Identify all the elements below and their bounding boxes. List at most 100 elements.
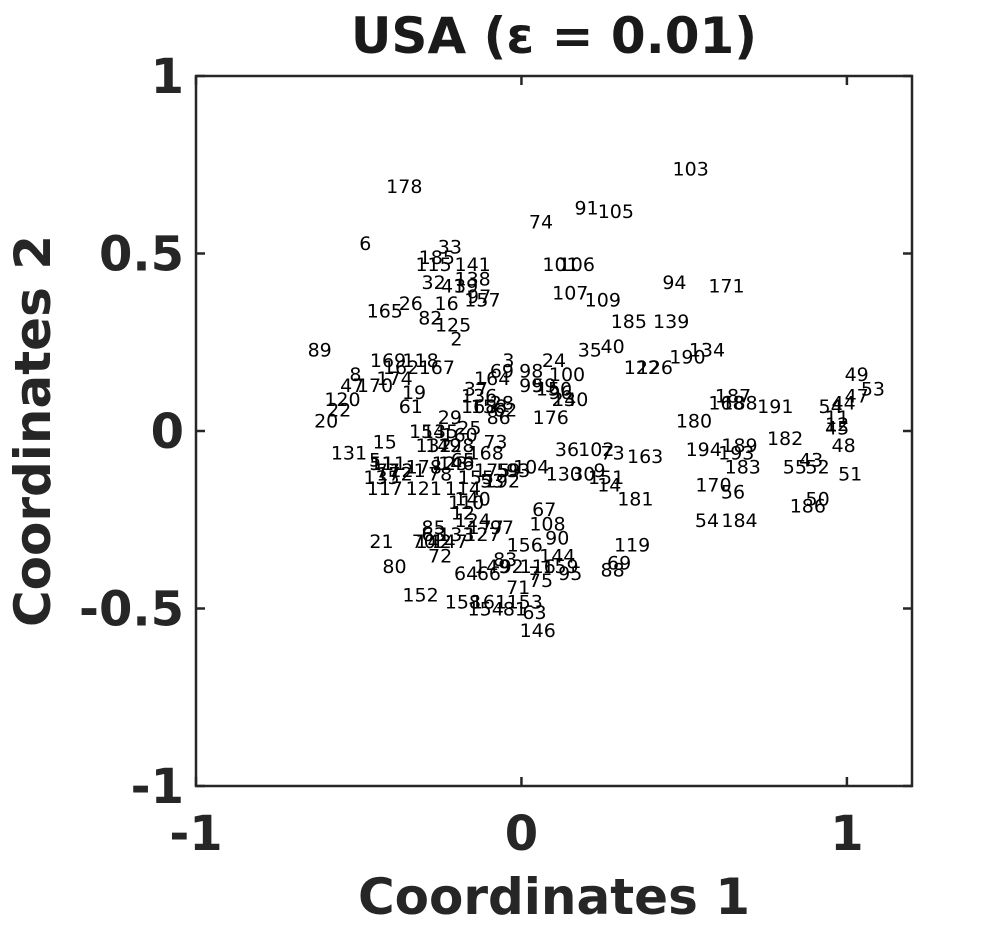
data-point-label: 176 [533, 407, 569, 429]
data-point-label: 158 [445, 591, 481, 613]
data-point-label: 2 [450, 329, 462, 351]
data-point-label: 105 [598, 201, 634, 223]
data-point-label: 138 [455, 268, 491, 290]
data-point-label: 69 [490, 361, 514, 383]
data-point-label: 59 [532, 375, 556, 397]
data-point-label: 147 [432, 531, 468, 553]
data-point-label: 130 [546, 464, 582, 486]
data-point-label: 168 [461, 396, 497, 418]
data-point-label: 185 [611, 311, 647, 333]
data-point-label: 43 [799, 449, 823, 471]
data-point-label: 190 [669, 346, 705, 368]
y-tick-label: 0.5 [99, 227, 184, 283]
data-point-label: 25 [457, 417, 481, 439]
data-point-label: 62 [493, 400, 517, 422]
x-axis-label: Coordinates 1 [358, 868, 750, 926]
x-tick-label: 1 [830, 806, 863, 862]
data-point-label: 77 [376, 460, 400, 482]
data-point-label: 140 [552, 389, 588, 411]
data-point-label: 149 [474, 556, 510, 578]
x-tick-label: -1 [169, 806, 222, 862]
data-point-label: 108 [529, 513, 565, 535]
data-point-label: 151 [588, 467, 624, 489]
data-point-label: 178 [386, 176, 422, 198]
data-point-label: 30 [571, 464, 595, 486]
data-point-label: 54 [819, 396, 843, 418]
data-point-label: 123 [432, 453, 468, 475]
data-point-label: 96 [548, 382, 572, 404]
data-point-label: 169 [370, 350, 406, 372]
data-point-label: 171 [708, 275, 744, 297]
data-point-label: 127 [464, 524, 500, 546]
data-point-label: 91 [574, 197, 598, 219]
data-point-label: 8 [349, 364, 361, 386]
y-axis-label: Coordinates 2 [4, 235, 62, 627]
data-point-label: 52 [806, 457, 830, 479]
data-point-label: 155 [458, 467, 494, 489]
data-point-label: 97 [467, 286, 491, 308]
data-point-label: 49 [845, 364, 869, 386]
data-point-label: 73 [600, 442, 624, 464]
data-point-label: 167 [419, 357, 455, 379]
data-point-label: 156 [507, 535, 543, 557]
data-point-label: 187 [715, 386, 751, 408]
data-point-label: 170 [357, 375, 393, 397]
data-point-label: 39 [454, 275, 478, 297]
data-point-label: 85 [421, 517, 445, 539]
data-point-label: 135 [363, 467, 399, 489]
data-point-label: 146 [438, 453, 474, 475]
data-point-label: 56 [721, 481, 745, 503]
data-point-label: 88 [600, 559, 624, 581]
data-point-label: 89 [308, 339, 332, 361]
data-point-label: 168 [468, 442, 504, 464]
data-point-label: 36 [555, 439, 579, 461]
data-point-label: 135 [422, 421, 458, 443]
data-point-label: 92 [500, 556, 524, 578]
data-point-label: 12 [451, 503, 475, 525]
data-point-label: 35 [578, 339, 602, 361]
data-point-label: 111 [370, 453, 406, 475]
data-point-label: 47 [340, 375, 364, 397]
data-point-label: 168 [708, 393, 744, 415]
data-point-label: 48 [832, 435, 856, 457]
data-point-label: 28 [490, 393, 514, 415]
data-point-label: 103 [673, 158, 709, 180]
data-point-label: 44 [832, 393, 856, 415]
data-point-label: 53 [861, 378, 885, 400]
data-point-label: 149 [425, 435, 461, 457]
data-point-label: 133 [438, 524, 474, 546]
data-point-label: 102 [578, 439, 614, 461]
data-point-label: 37 [464, 378, 488, 400]
data-point-label: 183 [725, 457, 761, 479]
data-point-label: 5 [369, 449, 381, 471]
data-point-label: 59 [496, 460, 520, 482]
data-point-label: 185 [419, 247, 455, 269]
data-point-label: 11 [825, 407, 849, 429]
data-point-label: 104 [513, 457, 549, 479]
data-point-label: 50 [806, 488, 830, 510]
data-point-label: 107 [552, 283, 588, 305]
data-point-label: 178 [406, 457, 442, 479]
data-point-label: 163 [627, 446, 663, 468]
data-point-label: 51 [369, 453, 393, 475]
y-tick-label: 1 [151, 49, 184, 105]
y-tick-label: -0.5 [79, 582, 184, 638]
data-point-label: 126 [637, 357, 673, 379]
data-point-label: 172 [376, 464, 412, 486]
data-point-label: 119 [614, 535, 650, 557]
data-point-label: 94 [662, 272, 686, 294]
data-point-label: 186 [790, 496, 826, 518]
data-point-label: 41 [441, 275, 465, 297]
data-point-label: 134 [689, 339, 725, 361]
data-point-label: 95 [558, 563, 582, 585]
data-point-label: 191 [757, 396, 793, 418]
data-point-label: 117 [367, 478, 403, 500]
data-point-label: 139 [653, 311, 689, 333]
data-point-label: 12 [825, 414, 849, 436]
y-tick-label: 0 [151, 404, 184, 460]
data-point-label: 75 [529, 570, 553, 592]
data-point-label: 74 [529, 212, 553, 234]
data-point-label: 162 [383, 357, 419, 379]
